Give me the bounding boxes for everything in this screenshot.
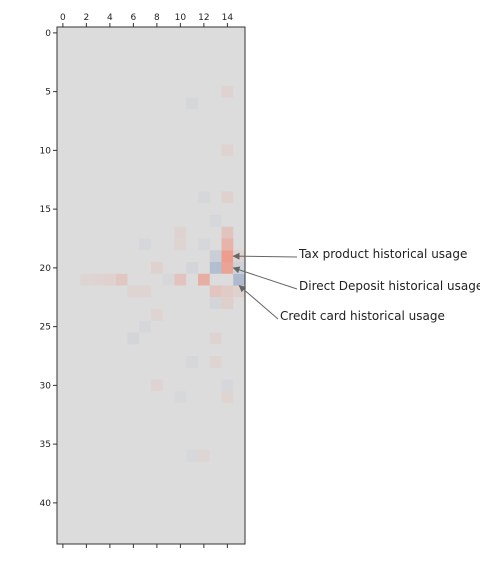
heatmap-cell <box>80 273 93 286</box>
heatmap-cell <box>151 262 163 274</box>
heatmap-cell <box>174 273 187 286</box>
x-tick-label: 14 <box>222 13 234 23</box>
heatmap-cell <box>221 297 234 309</box>
y-tick-label: 15 <box>40 205 51 215</box>
heatmap-cell <box>209 332 222 345</box>
heatmap-cell <box>198 273 210 286</box>
x-axis: 0 2 4 6 8 10 12 14 <box>60 13 233 27</box>
x-tick-label: 4 <box>107 13 113 23</box>
heatmap-cell <box>221 262 234 274</box>
heatmap-cell <box>221 285 234 298</box>
heatmap-cell <box>127 285 140 298</box>
heatmap-cells <box>80 85 245 462</box>
heatmap-cell <box>174 238 187 251</box>
heatmap-cell <box>174 226 187 239</box>
heatmap-cell <box>139 238 151 251</box>
heatmap-cell <box>151 379 163 392</box>
heatmap-cell <box>151 309 163 321</box>
heatmap-cell <box>209 262 222 274</box>
annotation-arrow <box>232 266 298 290</box>
annotations: Tax product historical usage Direct Depos… <box>232 247 480 323</box>
heatmap-cell <box>186 97 198 110</box>
y-tick-label: 35 <box>40 440 51 450</box>
heatmap-cell <box>115 273 128 286</box>
heatmap-cell <box>221 379 234 392</box>
heatmap-cell <box>186 450 198 462</box>
heatmap-cell <box>221 391 234 403</box>
y-tick-label: 5 <box>45 88 51 98</box>
heatmap-cell <box>209 285 222 298</box>
y-tick-label: 20 <box>40 264 52 274</box>
heatmap-cell <box>139 285 151 298</box>
y-tick-label: 10 <box>40 146 52 156</box>
heatmap-cell <box>233 285 245 298</box>
y-tick-label: 30 <box>40 381 52 391</box>
heatmap-cell <box>209 250 222 262</box>
heatmap-cell <box>209 215 222 227</box>
heatmap-cell <box>104 273 116 286</box>
heatmap-cell <box>174 391 187 403</box>
heatmap-cell <box>221 250 234 262</box>
x-tick-label: 10 <box>175 13 187 23</box>
heatmap-cell <box>233 273 245 286</box>
y-tick-label: 0 <box>45 29 51 39</box>
x-tick-label: 6 <box>131 13 137 23</box>
heatmap-cell <box>186 356 198 368</box>
heatmap-cell <box>233 262 245 274</box>
heatmap-cell <box>186 262 198 274</box>
annotation-arrow <box>232 252 298 260</box>
y-axis: 0 5 10 15 20 25 30 35 40 <box>40 29 57 509</box>
annotation-label: Tax product historical usage <box>298 247 467 261</box>
heatmap-cell <box>139 320 151 333</box>
x-tick-label: 12 <box>198 13 209 23</box>
annotation-label: Direct Deposit historical usage <box>299 279 480 293</box>
heatmap-cell <box>162 273 175 286</box>
x-tick-label: 2 <box>84 13 90 23</box>
heatmap-cell <box>209 297 222 309</box>
heatmap-cell <box>92 273 104 286</box>
heatmap-cell <box>221 238 234 251</box>
y-tick-label: 40 <box>40 499 52 509</box>
heatmap-cell <box>221 191 234 204</box>
x-tick-label: 0 <box>60 13 66 23</box>
heatmap-cell <box>221 85 234 98</box>
heatmap-cell <box>198 450 210 462</box>
annotation-label: Credit card historical usage <box>280 309 445 323</box>
x-axis-bottom-ticks <box>62 544 228 548</box>
heatmap-cell <box>198 191 210 204</box>
heatmap-cell <box>127 332 140 345</box>
y-tick-label: 25 <box>40 323 51 333</box>
heatmap-cell <box>198 238 210 251</box>
heatmap-cell <box>221 144 234 157</box>
annotation-arrow <box>238 285 279 320</box>
heatmap-cell <box>209 356 222 368</box>
heatmap-cell <box>221 226 234 239</box>
x-tick-label: 8 <box>154 13 160 23</box>
